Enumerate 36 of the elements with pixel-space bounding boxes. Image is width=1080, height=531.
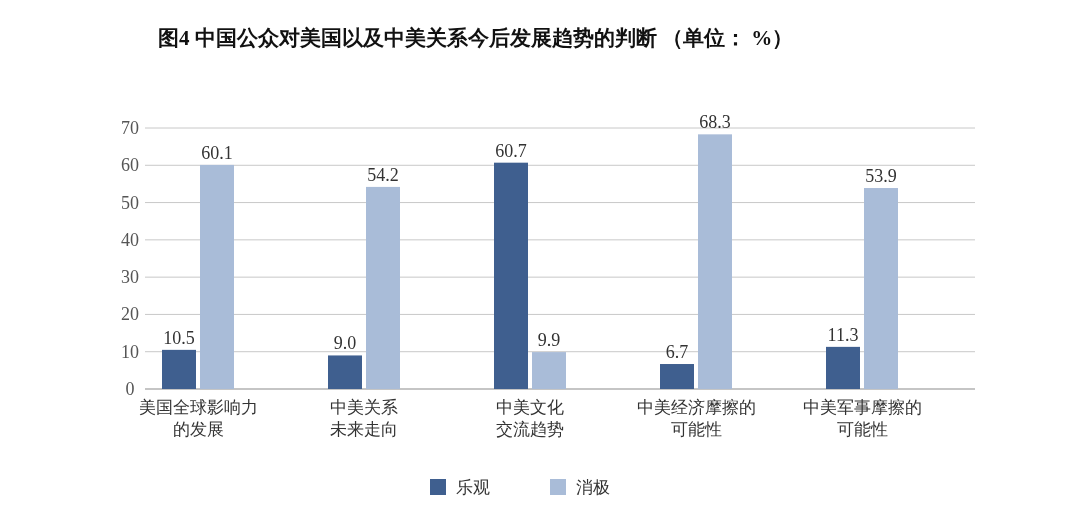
x-tick-label: 中美关系未来走向 [330, 398, 398, 439]
text: 60.1 [201, 142, 233, 163]
x-tick-label: 美国全球影响力的发展 [138, 398, 258, 439]
bar [162, 349, 196, 389]
x-tick-label: 中美军事摩擦的可能性 [802, 398, 922, 439]
bar [366, 186, 400, 389]
bar [864, 188, 898, 389]
y-tick-label: 20 [121, 304, 139, 325]
y-tick-label: 0 [125, 379, 135, 399]
y-tick-label: 60 [121, 155, 139, 176]
y-tick-label: 70 [121, 118, 139, 138]
y-tick-label: 10 [121, 341, 139, 362]
y-tick-label: 40 [121, 229, 139, 250]
text: 6.7 [665, 342, 689, 363]
legend-label: 乐观 [456, 478, 490, 497]
text: 10.5 [163, 327, 195, 348]
x-tick-label: 中美经济摩擦的可能性 [636, 398, 756, 439]
bar [532, 352, 566, 389]
text: 9.0 [333, 333, 357, 354]
text: 60.7 [495, 140, 527, 161]
y-tick-label: 30 [121, 267, 139, 288]
x-tick-label: 中美文化交流趋势 [496, 398, 564, 439]
text: 54.2 [367, 164, 399, 185]
y-tick-label: 50 [121, 192, 139, 213]
bar [660, 364, 694, 389]
bar [200, 164, 234, 389]
text: 68.3 [699, 112, 731, 133]
bar [826, 346, 860, 389]
chart-title: 图4 中国公众对美国以及中美关系今后发展趋势的判断 （单位： %） [158, 26, 794, 50]
bar [328, 355, 362, 389]
legend-label: 消极 [576, 478, 610, 497]
text: 9.9 [537, 330, 561, 351]
bar [698, 134, 732, 389]
text: 11.3 [827, 324, 859, 345]
text: 53.9 [865, 166, 897, 187]
bar [494, 162, 528, 389]
